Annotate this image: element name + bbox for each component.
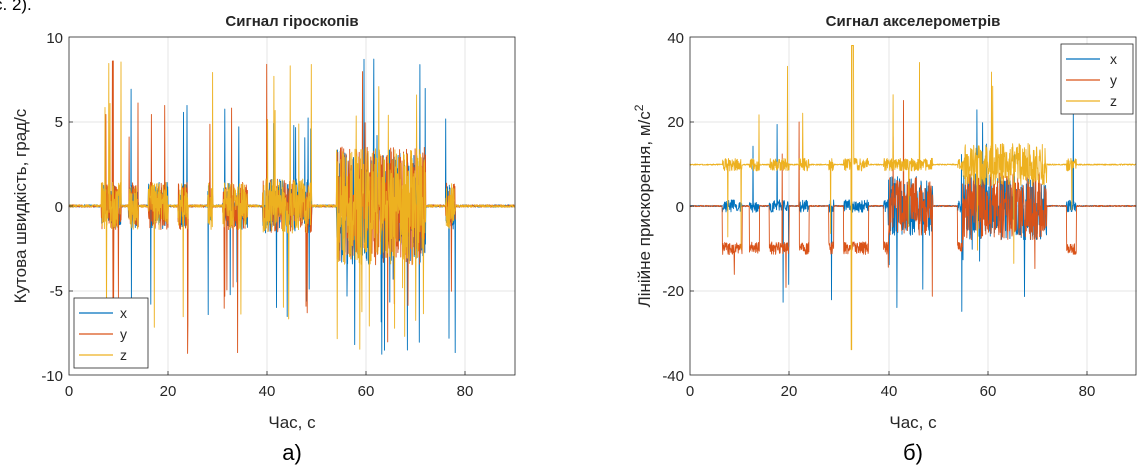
accel-title: Сигнал акселерометрів bbox=[826, 13, 1001, 30]
accel-legend-label-y: y bbox=[1110, 72, 1117, 88]
accel-ytick-minus20: -20 bbox=[662, 283, 684, 300]
gyro-caption: а) bbox=[282, 440, 302, 465]
gyro-series-z-line bbox=[68, 61, 515, 350]
accel-xtick-80: 80 bbox=[1079, 383, 1096, 400]
gyro-ytick-0: 0 bbox=[55, 199, 63, 216]
gyro-xtick-20: 20 bbox=[160, 383, 177, 400]
gyro-chart: Сигнал гіроскопів 0 20 40 60 80 -10 -5 0… bbox=[11, 13, 516, 465]
accel-xtick-40: 40 bbox=[881, 383, 898, 400]
accel-caption: б) bbox=[903, 440, 923, 465]
accel-legend: x y z bbox=[1060, 43, 1134, 115]
accel-tick-marks bbox=[690, 121, 1088, 375]
accel-ylabel: Лінійне прискорення, м/с2 bbox=[632, 104, 654, 307]
gyro-ylabel: Кутова швидкість, град/с bbox=[11, 108, 30, 303]
gyro-title: Сигнал гіроскопів bbox=[225, 13, 358, 30]
gyro-series-lines bbox=[68, 58, 516, 355]
accel-series-z-line bbox=[689, 45, 1137, 351]
accel-xtick-20: 20 bbox=[781, 383, 798, 400]
gyro-xtick-0: 0 bbox=[65, 383, 73, 400]
accel-ytick-minus40: -40 bbox=[662, 368, 684, 385]
gyro-ytick-minus10: -10 bbox=[41, 368, 63, 385]
accel-xtick-60: 60 bbox=[980, 383, 997, 400]
accel-ytick-20: 20 bbox=[667, 114, 684, 131]
accel-ylabel-superscript: 2 bbox=[632, 104, 646, 111]
accel-series-lines bbox=[689, 45, 1137, 351]
accel-chart: Сигнал акселерометрів 0 20 40 60 80 -40 … bbox=[632, 13, 1137, 465]
gyro-legend-label-z: z bbox=[120, 347, 127, 363]
gyro-legend-box bbox=[73, 297, 149, 369]
top-text: с. 2). bbox=[0, 0, 32, 14]
gyro-legend-label-y: y bbox=[120, 326, 127, 342]
gyro-xtick-40: 40 bbox=[259, 383, 276, 400]
accel-xtick-0: 0 bbox=[686, 383, 694, 400]
gyro-legend: x y z bbox=[73, 297, 149, 369]
gyro-legend-label-x: x bbox=[120, 305, 127, 321]
gyro-xlabel: Час, с bbox=[268, 413, 316, 432]
accel-ylabel-main: Лінійне прискорення, м/с bbox=[635, 111, 654, 308]
gyro-ytick-minus5: -5 bbox=[50, 283, 63, 300]
gyro-tick-marks bbox=[69, 121, 466, 375]
accel-xlabel: Час, с bbox=[889, 413, 937, 432]
gyro-ytick-10: 10 bbox=[46, 30, 63, 47]
gyro-xtick-60: 60 bbox=[358, 383, 375, 400]
accel-ytick-40: 40 bbox=[667, 30, 684, 47]
accel-legend-box bbox=[1060, 43, 1134, 115]
accel-ytick-0: 0 bbox=[676, 199, 684, 216]
accel-legend-label-z: z bbox=[1110, 93, 1117, 109]
gyro-ytick-5: 5 bbox=[55, 114, 63, 131]
accel-legend-label-x: x bbox=[1110, 51, 1117, 67]
gyro-xtick-80: 80 bbox=[457, 383, 474, 400]
accel-series-y-line bbox=[689, 100, 1137, 297]
